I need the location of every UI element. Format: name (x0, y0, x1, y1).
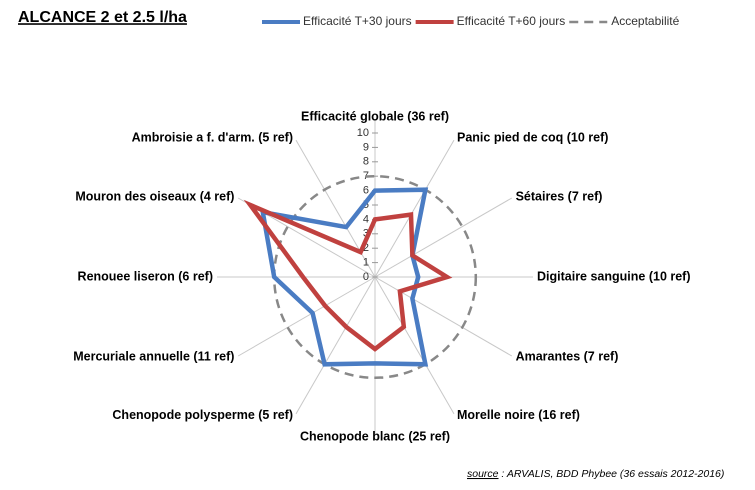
r-tick-label: 0 (363, 271, 369, 283)
r-tick-label: 10 (357, 127, 369, 139)
category-label: Mouron des oiseaux (4 ref) (75, 189, 234, 203)
spoke (374, 197, 513, 278)
category-label: Renouee liseron (6 ref) (78, 269, 213, 283)
source-text: : ARVALIS, BDD Phybee (36 essais 2012-20… (499, 468, 725, 480)
spoke (295, 276, 376, 415)
spoke (237, 276, 376, 357)
r-tick-label: 1 (363, 257, 369, 269)
category-label: Ambroisie a f. d'arm. (5 ref) (132, 131, 293, 145)
spoke (374, 139, 455, 278)
spoke (374, 276, 455, 415)
category-label: Amarantes (7 ref) (516, 349, 619, 363)
spoke (374, 276, 513, 357)
category-label: Chenopode blanc (25 ref) (300, 429, 450, 443)
category-label: Morelle noire (16 ref) (457, 408, 580, 422)
r-tick-label: 9 (363, 141, 369, 153)
category-label: Chenopode polysperme (5 ref) (112, 408, 293, 422)
category-label: Sétaires (7 ref) (516, 189, 603, 203)
r-tick-label: 8 (363, 156, 369, 168)
r-tick-label: 4 (363, 213, 369, 225)
chart-title: ALCANCE 2 et 2.5 l/ha (18, 9, 187, 26)
category-label: Efficacité globale (36 ref) (301, 109, 449, 123)
category-label: Mercuriale annuelle (11 ref) (73, 349, 234, 363)
source: source : ARVALIS, BDD Phybee (36 essais … (467, 468, 724, 480)
legend-label: Efficacité T+30 jours (303, 14, 412, 28)
r-tick-label: 6 (363, 185, 369, 197)
category-label: Digitaire sanguine (10 ref) (537, 269, 691, 283)
source-label: source (467, 468, 499, 480)
category-label: Panic pied de coq (10 ref) (457, 131, 608, 145)
legend-label: Acceptabilité (611, 14, 679, 28)
series-line (243, 199, 453, 352)
r-tick-label: 3 (363, 228, 369, 240)
legend-label: Efficacité T+60 jours (457, 14, 566, 28)
r-tick-label: 2 (363, 242, 369, 254)
